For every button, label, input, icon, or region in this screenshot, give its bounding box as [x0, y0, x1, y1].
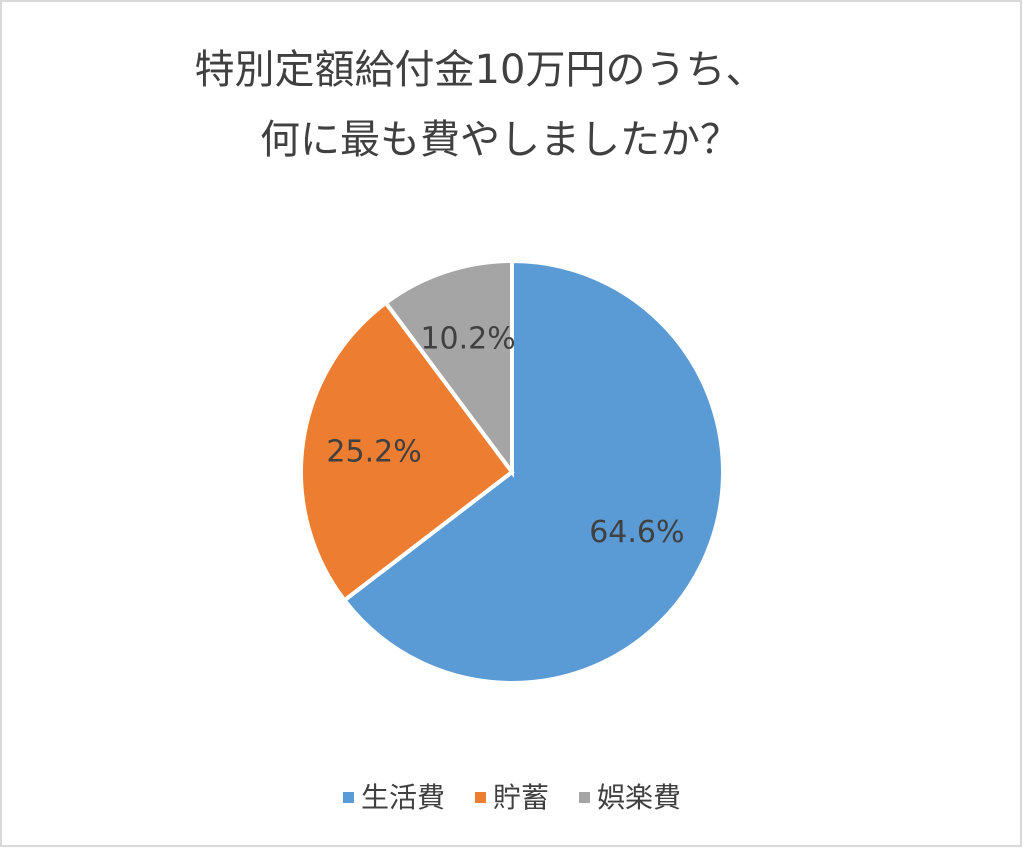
legend-marker	[474, 792, 486, 803]
legend-label: 貯蓄	[493, 781, 549, 814]
legend-label: 生活費	[361, 781, 445, 814]
chart-title: 特別定額給付金10万円のうち、	[195, 47, 766, 93]
legend: 生活費 貯蓄 娯楽費	[342, 781, 681, 814]
chart-title: 何に最も費やしましたか？	[260, 117, 740, 163]
data-label: 10.2%	[420, 321, 515, 356]
legend-marker	[579, 792, 591, 803]
pie-slice	[383, 258, 514, 479]
pie-slice	[341, 258, 725, 685]
data-label: 25.2%	[326, 434, 421, 469]
legend-marker	[342, 792, 354, 803]
legend-label: 娯楽費	[597, 781, 681, 814]
pie-slice	[299, 300, 515, 604]
data-label: 64.6%	[589, 515, 684, 550]
